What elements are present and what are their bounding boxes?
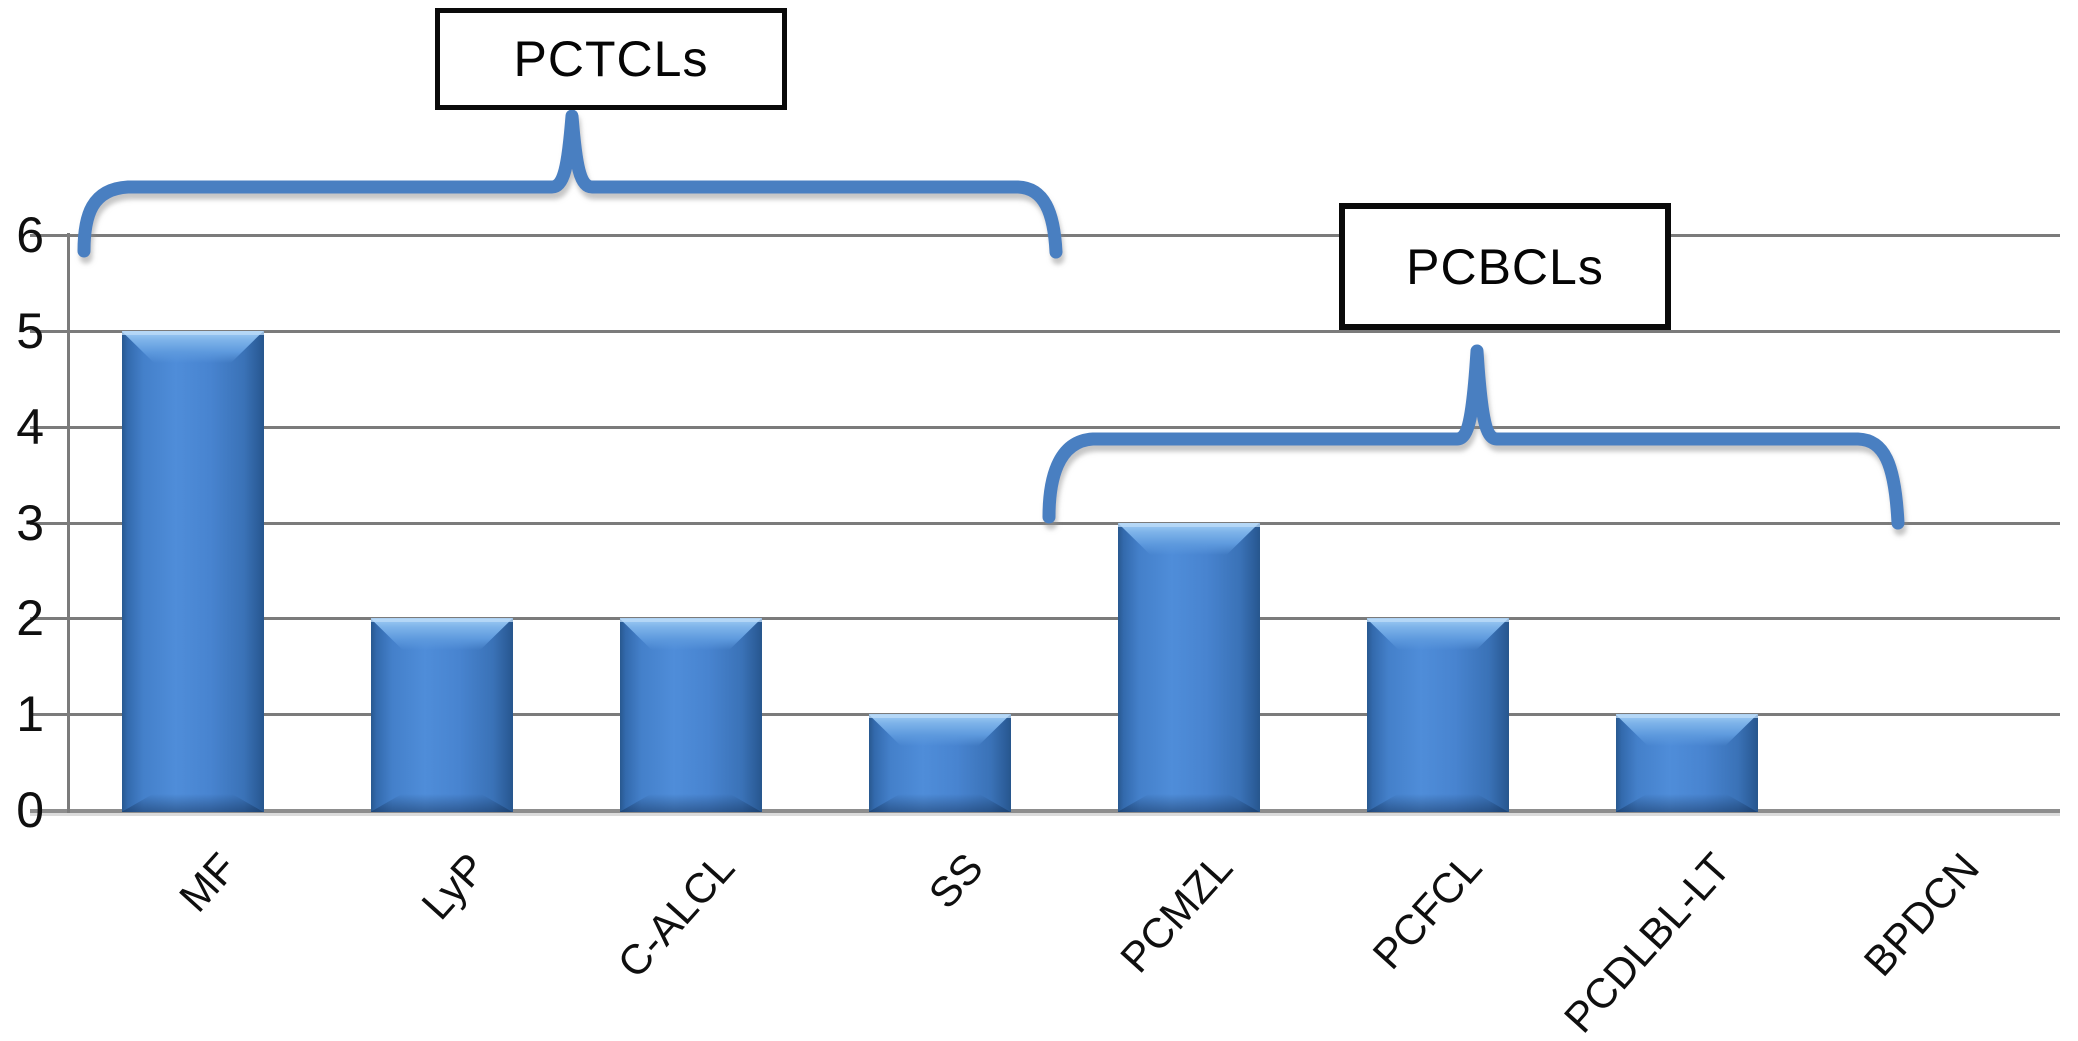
bar-lyp (370, 618, 513, 812)
y-axis-tick-label-4: 4 (16, 398, 44, 455)
bar-bottom-bevel (1117, 793, 1260, 812)
gridline-y5 (30, 330, 2060, 333)
y-axis-line (67, 233, 70, 813)
gridline-y2 (30, 617, 2060, 621)
bar-top-highlight (1117, 522, 1260, 527)
bar-bottom-bevel (1615, 793, 1758, 812)
bar-pcdlbl-lt (1615, 714, 1758, 812)
pctcls-group-brace (77, 109, 1063, 259)
gridline-y0 (30, 809, 2060, 813)
y-axis-tick-label-5: 5 (16, 303, 44, 359)
bar-top-highlight (121, 331, 264, 335)
y-axis-tick-label-1: 1 (16, 686, 44, 743)
pcbcls-label-box: PCBCLs (1339, 203, 1671, 330)
bar-ss (868, 714, 1011, 812)
bar-c-alcl (619, 618, 762, 812)
bar-mf (121, 331, 264, 812)
bar-bottom-bevel (370, 793, 513, 812)
bar-bottom-bevel (121, 794, 264, 812)
y-axis-tick-label-3: 3 (16, 494, 44, 551)
y-axis-tick-label-6: 6 (16, 207, 44, 264)
y-axis-tick-label-2: 2 (16, 590, 44, 647)
bar-top-highlight (619, 618, 762, 623)
gridline-y3 (30, 521, 2060, 525)
bar-top-highlight (1615, 714, 1758, 719)
pctcls-label-box: PCTCLs (435, 8, 787, 110)
pctcls-label: PCTCLs (513, 31, 709, 87)
y-axis-tick-label-0: 0 (16, 782, 44, 838)
bar-top-highlight (868, 714, 1011, 719)
bar-bottom-bevel (1366, 793, 1509, 812)
gridline-y6 (30, 234, 2060, 238)
bar-bottom-bevel (619, 793, 762, 812)
pcbcls-group-brace (1042, 344, 1905, 530)
bar-pcfcl (1366, 618, 1509, 812)
bar-bottom-bevel (868, 793, 1011, 812)
bar-top-highlight (370, 618, 513, 623)
pcbcls-label: PCBCLs (1406, 238, 1604, 295)
bar-top-highlight (1366, 618, 1509, 623)
gridline-y4 (30, 425, 2060, 429)
gridline-y1 (30, 713, 2060, 717)
bar-pcmzl (1117, 522, 1260, 812)
